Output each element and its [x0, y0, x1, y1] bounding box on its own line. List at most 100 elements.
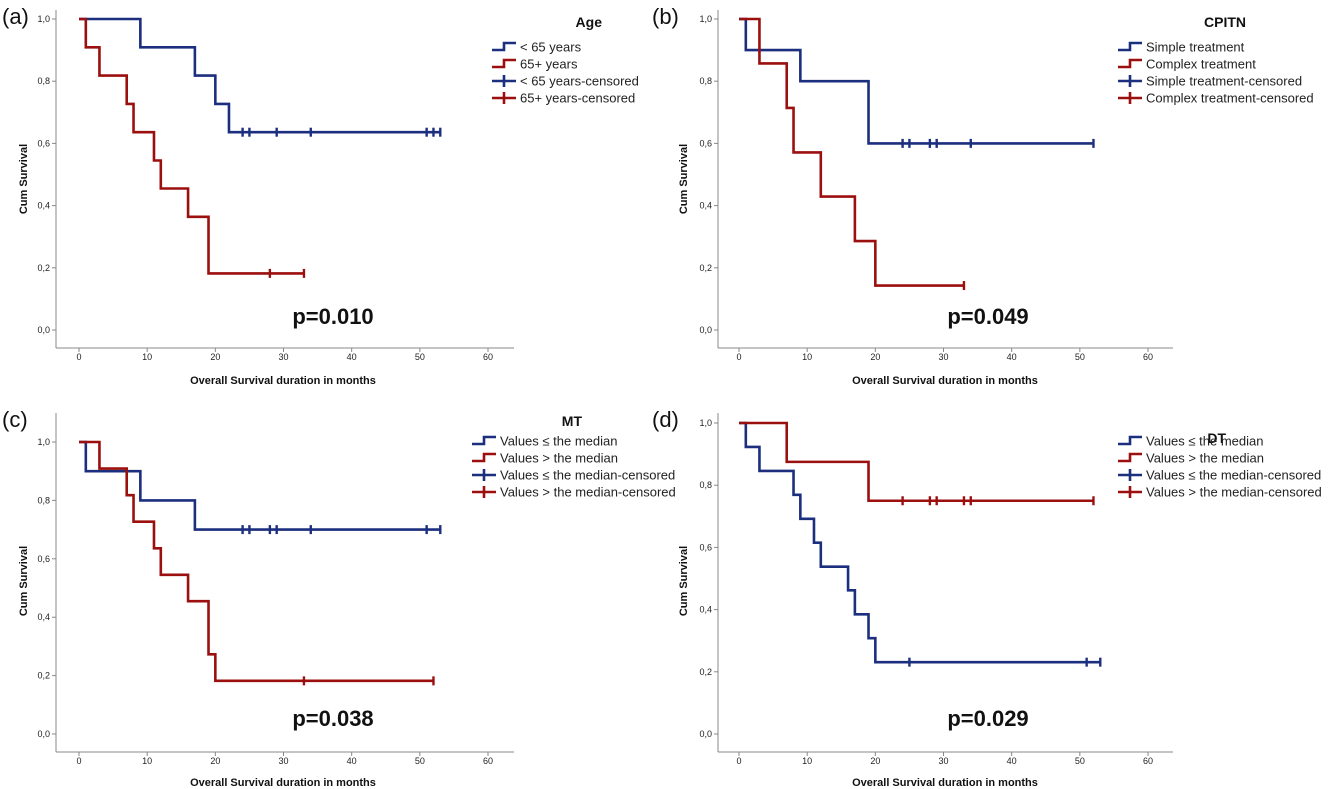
x-tick-label: 0 — [76, 352, 81, 362]
x-tick-label: 40 — [347, 756, 357, 766]
chart-panel-2: (b) 0 10 20 30 40 50 60 0,0 0,2 0,4 0,6 0,8 1,0 Overal… — [652, 4, 1314, 387]
legend-entry: 65+ years-censored — [520, 91, 635, 106]
legend-entry: Complex treatment — [1146, 57, 1256, 72]
survival-curve-blue — [739, 421, 1101, 664]
x-tick-label: 20 — [210, 756, 220, 766]
legend-entry: Values > the median-censored — [500, 485, 676, 500]
legend-entry: Values > the median — [500, 451, 618, 466]
legend-entry: Values ≤ the median — [1146, 434, 1263, 449]
legend-entry: Simple treatment-censored — [1146, 74, 1302, 89]
y-tick-label: 0,2 — [699, 667, 712, 677]
y-tick-label: 0,0 — [37, 325, 50, 335]
x-tick-label: 50 — [415, 756, 425, 766]
x-tick-label: 50 — [415, 352, 425, 362]
x-axis-title: Overall Survival duration in months — [190, 375, 376, 387]
panel-label: (c) — [2, 407, 28, 432]
x-tick-label: 60 — [1143, 756, 1153, 766]
y-tick-label: 0,8 — [699, 76, 712, 86]
survival-curve-red — [79, 17, 304, 275]
legend-step-swatch — [1118, 452, 1142, 463]
y-tick-label: 0,0 — [37, 729, 50, 739]
x-tick-label: 60 — [483, 756, 493, 766]
y-axis-title: Cum Survival — [678, 144, 690, 214]
chart-panel-4: (d) 0 10 20 30 40 50 60 0,0 0,2 0,4 0,6 0,8 1,0 Overal… — [652, 407, 1322, 789]
y-axis-title: Cum Survival — [678, 546, 690, 616]
x-tick-label: 50 — [1075, 756, 1085, 766]
x-axis-title: Overall Survival duration in months — [190, 777, 376, 789]
y-axis-title: Cum Survival — [18, 144, 30, 214]
legend-step-swatch — [492, 58, 516, 69]
y-tick-label: 0,4 — [37, 201, 50, 211]
y-tick-label: 1,0 — [699, 14, 712, 24]
survival-curve-red — [739, 17, 964, 287]
legend-step-swatch — [492, 41, 516, 52]
x-tick-label: 10 — [142, 352, 152, 362]
x-tick-label: 10 — [802, 352, 812, 362]
legend-title: DT — [1207, 430, 1226, 446]
legend-entry: Values > the median — [1146, 451, 1264, 466]
y-tick-label: 0,2 — [699, 263, 712, 273]
survival-curve-red — [739, 421, 1094, 503]
survival-curve-blue — [739, 17, 1094, 145]
y-tick-label: 0,0 — [699, 325, 712, 335]
x-tick-label: 20 — [210, 352, 220, 362]
legend-title: CPITN — [1204, 14, 1246, 30]
x-axis-title: Overall Survival duration in months — [852, 375, 1038, 387]
legend-entry: Simple treatment — [1146, 40, 1245, 55]
legend-entry: 65+ years — [520, 57, 578, 72]
p-value-label: p=0.029 — [947, 706, 1028, 731]
x-tick-label: 30 — [278, 352, 288, 362]
x-tick-label: 0 — [76, 756, 81, 766]
p-value-label: p=0.049 — [947, 304, 1028, 329]
y-tick-label: 0,6 — [699, 542, 712, 552]
x-tick-label: 60 — [483, 352, 493, 362]
y-tick-label: 0,2 — [37, 263, 50, 273]
p-value-label: p=0.010 — [292, 304, 373, 329]
x-tick-label: 30 — [278, 756, 288, 766]
y-tick-label: 0,2 — [37, 671, 50, 681]
x-tick-label: 0 — [736, 756, 741, 766]
legend-title: MT — [562, 413, 583, 429]
x-tick-label: 40 — [347, 352, 357, 362]
x-tick-label: 40 — [1007, 352, 1017, 362]
panel-label: (b) — [652, 4, 679, 29]
y-tick-label: 0,4 — [699, 201, 712, 211]
p-value-label: p=0.038 — [292, 706, 373, 731]
y-tick-label: 0,6 — [37, 554, 50, 564]
y-tick-label: 0,6 — [37, 138, 50, 148]
legend-entry: Values ≤ the median-censored — [500, 468, 675, 483]
chart-panel-3: (c) 0 10 20 30 40 50 60 0,0 0,2 0,4 0,6 0,8 1,0 Overal… — [2, 407, 676, 789]
y-tick-label: 0,6 — [699, 138, 712, 148]
x-tick-label: 60 — [1143, 352, 1153, 362]
legend-entry: Values > the median-censored — [1146, 485, 1322, 500]
legend-entry: Values ≤ the median — [500, 434, 617, 449]
legend-step-swatch — [1118, 435, 1142, 446]
x-tick-label: 30 — [938, 756, 948, 766]
y-tick-label: 0,4 — [37, 612, 50, 622]
survival-curve-blue — [79, 17, 441, 134]
legend-entry: < 65 years — [520, 40, 582, 55]
legend-step-swatch — [472, 452, 496, 463]
panel-label: (d) — [652, 407, 679, 432]
y-tick-label: 1,0 — [699, 418, 712, 428]
x-tick-label: 10 — [802, 756, 812, 766]
legend-title: Age — [576, 14, 603, 30]
y-tick-label: 1,0 — [37, 14, 50, 24]
x-tick-label: 0 — [736, 352, 741, 362]
y-tick-label: 0,0 — [699, 729, 712, 739]
legend-step-swatch — [1118, 41, 1142, 52]
legend: Age < 65 years 65+ years < 65 years-censore… — [492, 14, 639, 106]
x-tick-label: 40 — [1007, 756, 1017, 766]
x-axis-title: Overall Survival duration in months — [852, 777, 1038, 789]
y-axis-title: Cum Survival — [18, 546, 30, 616]
panel-label: (a) — [2, 4, 29, 29]
x-tick-label: 10 — [142, 756, 152, 766]
survival-curve-red — [79, 440, 434, 683]
x-tick-label: 20 — [870, 352, 880, 362]
legend-step-swatch — [1118, 58, 1142, 69]
legend-entry: Complex treatment-censored — [1146, 91, 1314, 106]
y-tick-label: 0,8 — [37, 495, 50, 505]
chart-panel-1: (a) 0 10 20 30 40 50 60 0,0 0,2 0,4 0,6 0,8 1,0 Overal… — [2, 4, 639, 387]
